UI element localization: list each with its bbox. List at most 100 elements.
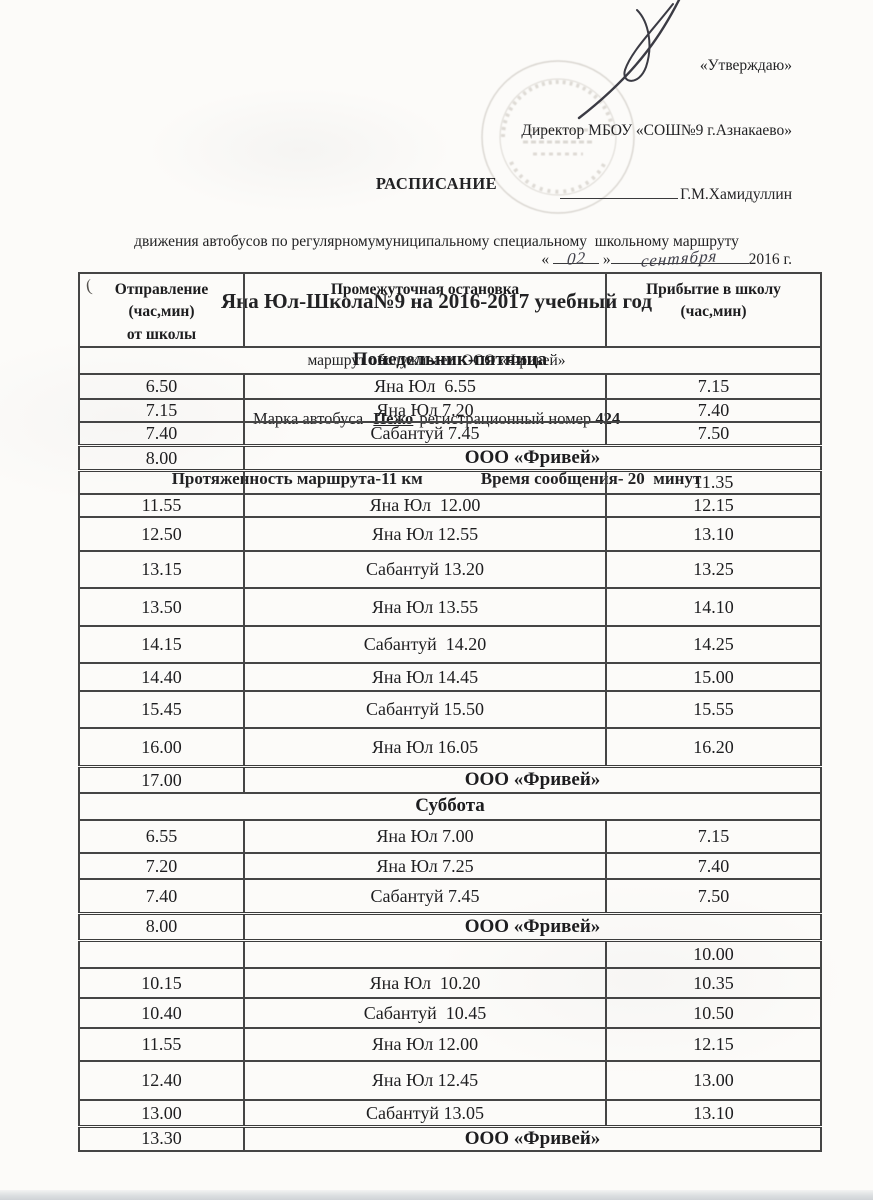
- stop-cell: [243, 469, 607, 496]
- arrival-cell: 7.15: [605, 819, 822, 855]
- arrival-cell: 10.35: [605, 967, 822, 1000]
- departure-cell: 13.00: [78, 1099, 245, 1128]
- date-year: 2016 г.: [748, 250, 792, 268]
- departure-cell: 16.00: [78, 727, 245, 768]
- stop-cell: Яна Юл 16.05: [243, 727, 607, 768]
- operator-span-cell: ООО «Фривей»: [243, 1124, 822, 1152]
- arrival-cell: 15.55: [605, 690, 822, 730]
- stop-cell: Сабантуй 13.05: [243, 1099, 607, 1128]
- stop-cell: Сабантуй 10.45: [243, 997, 607, 1030]
- schedule-row: 10.00: [78, 938, 822, 970]
- stop-cell: Сабантуй 7.45: [243, 878, 607, 915]
- arrival-cell: 11.35: [605, 469, 822, 496]
- schedule-row: 10.40 Сабантуй 10.45 10.50: [78, 997, 822, 1030]
- schedule-row: 13.00 Сабантуй 13.05 13.10: [78, 1099, 822, 1128]
- arrival-cell: 12.15: [605, 1027, 822, 1063]
- departure-cell: 14.40: [78, 662, 245, 693]
- schedule-row: 14.40 Яна Юл 14.45 15.00: [78, 662, 822, 693]
- schedule-row: 11.35: [78, 469, 822, 496]
- stop-cell: Яна Юл 12.00: [243, 1027, 607, 1063]
- departure-cell: 10.40: [78, 997, 245, 1030]
- arrival-cell: 10.00: [605, 938, 822, 970]
- column-header-arrival: Прибытие в школу (час,мин): [605, 271, 822, 349]
- arrival-cell: 13.10: [605, 516, 822, 553]
- departure-cell: 13.30: [78, 1124, 245, 1152]
- arrival-cell: 12.15: [605, 493, 822, 519]
- departure-cell: 11.55: [78, 493, 245, 519]
- schedule-row: 15.45 Сабантуй 15.50 15.55: [78, 690, 822, 730]
- section-title: Суббота: [78, 792, 822, 822]
- stop-cell: Яна Юл 12.45: [243, 1060, 607, 1102]
- schedule-row: 8.00 ООО «Фривей»: [78, 444, 822, 472]
- arrival-cell: 7.50: [605, 878, 822, 915]
- signature-line: [560, 184, 679, 199]
- departure-cell: [78, 469, 245, 496]
- doc-subtitle: движения автобусов по регулярномумуницип…: [134, 233, 739, 250]
- section-title: Понедельник-пятница: [78, 346, 822, 376]
- arrival-cell: 13.10: [605, 1099, 822, 1128]
- arrival-cell: 14.10: [605, 587, 822, 628]
- quote-open: «: [541, 250, 550, 268]
- table-header-row: Отправление (час,мин) от школы Промежуто…: [78, 271, 822, 349]
- departure-cell: 8.00: [78, 444, 245, 472]
- schedule-table: Отправление (час,мин) от школы Промежуто…: [78, 271, 822, 1152]
- departure-cell: 6.55: [78, 819, 245, 855]
- departure-cell: 13.50: [78, 587, 245, 628]
- stop-cell: [243, 938, 607, 970]
- approval-block: «Утверждаю» Директор МБОУ «СОШ№9 г.Азнак…: [521, 12, 792, 313]
- departure-cell: 7.15: [78, 398, 245, 424]
- schedule-row: 7.20 Яна Юл 7.25 7.40: [78, 852, 822, 881]
- schedule-row: 12.40 Яна Юл 12.45 13.00: [78, 1060, 822, 1102]
- stop-cell: Яна Юл 12.55: [243, 516, 607, 553]
- stop-cell: Сабантуй 15.50: [243, 690, 607, 730]
- section-header-row: Понедельник-пятница: [78, 346, 822, 376]
- stop-cell: Яна Юл 7.25: [243, 852, 607, 881]
- approval-name-line: Г.М.Хамидуллин: [521, 184, 792, 206]
- arrival-cell: 14.25: [605, 625, 822, 665]
- departure-cell: 13.15: [78, 550, 245, 590]
- column-header-departure: Отправление (час,мин) от школы: [78, 271, 245, 349]
- schedule-row: 6.55 Яна Юл 7.00 7.15: [78, 819, 822, 855]
- operator-span-cell: ООО «Фривей»: [243, 764, 822, 795]
- column-header-stop: Промежуточная остановка: [243, 271, 607, 349]
- approval-date-line: « 02 » сентября 2016 г.: [521, 246, 792, 270]
- departure-cell: 6.50: [78, 373, 245, 401]
- arrival-cell: 16.20: [605, 727, 822, 768]
- schedule-row: 7.15 Яна Юл 7.20 7.40: [78, 398, 822, 424]
- doc-title: РАСПИСАНИЕ: [375, 174, 498, 193]
- schedule-row: 13.30 ООО «Фривей»: [78, 1124, 822, 1152]
- stop-cell: Сабантуй 13.20: [243, 550, 607, 590]
- departure-cell: 10.15: [78, 967, 245, 1000]
- stop-cell: Яна Юл 14.45: [243, 662, 607, 693]
- stop-cell: Яна Юл 13.55: [243, 587, 607, 628]
- schedule-row: 13.50 Яна Юл 13.55 14.10: [78, 587, 822, 628]
- departure-cell: 17.00: [78, 764, 245, 795]
- schedule-row: 17.00 ООО «Фривей»: [78, 764, 822, 795]
- stop-cell: Яна Юл 12.00: [243, 493, 607, 519]
- schedule-row: 8.00 ООО «Фривей»: [78, 911, 822, 942]
- departure-cell: [78, 938, 245, 970]
- scan-edge-strip: [0, 1190, 873, 1200]
- schedule-row: 7.40 Сабантуй 7.45 7.50: [78, 421, 822, 447]
- arrival-cell: 7.40: [605, 852, 822, 881]
- stop-cell: Яна Юл 6.55: [243, 373, 607, 401]
- schedule-row: 6.50 Яна Юл 6.55 7.15: [78, 373, 822, 401]
- schedule-table-body: Понедельник-пятница 6.50 Яна Юл 6.55 7.15 7.…: [78, 346, 822, 1152]
- stop-cell: Яна Юл 7.20: [243, 398, 607, 424]
- departure-cell: 14.15: [78, 625, 245, 665]
- stop-cell: Сабантуй 7.45: [243, 421, 607, 447]
- director-name: Г.М.Хамидуллин: [680, 186, 792, 203]
- departure-cell: 7.40: [78, 878, 245, 915]
- departure-cell: 11.55: [78, 1027, 245, 1063]
- schedule-row: 11.55 Яна Юл 12.00 12.15: [78, 493, 822, 519]
- schedule-row: 16.00 Яна Юл 16.05 16.20: [78, 727, 822, 768]
- approval-director-line: Директор МБОУ «СОШ№9 г.Азнакаево»: [521, 121, 792, 139]
- schedule-row: 13.15 Сабантуй 13.20 13.25: [78, 550, 822, 590]
- departure-cell: 12.40: [78, 1060, 245, 1102]
- section-header-row: Суббота: [78, 792, 822, 822]
- schedule-row: 12.50 Яна Юл 12.55 13.10: [78, 516, 822, 553]
- schedule-row: 14.15 Сабантуй 14.20 14.25: [78, 625, 822, 665]
- arrival-cell: 7.40: [605, 398, 822, 424]
- arrival-cell: 10.50: [605, 997, 822, 1030]
